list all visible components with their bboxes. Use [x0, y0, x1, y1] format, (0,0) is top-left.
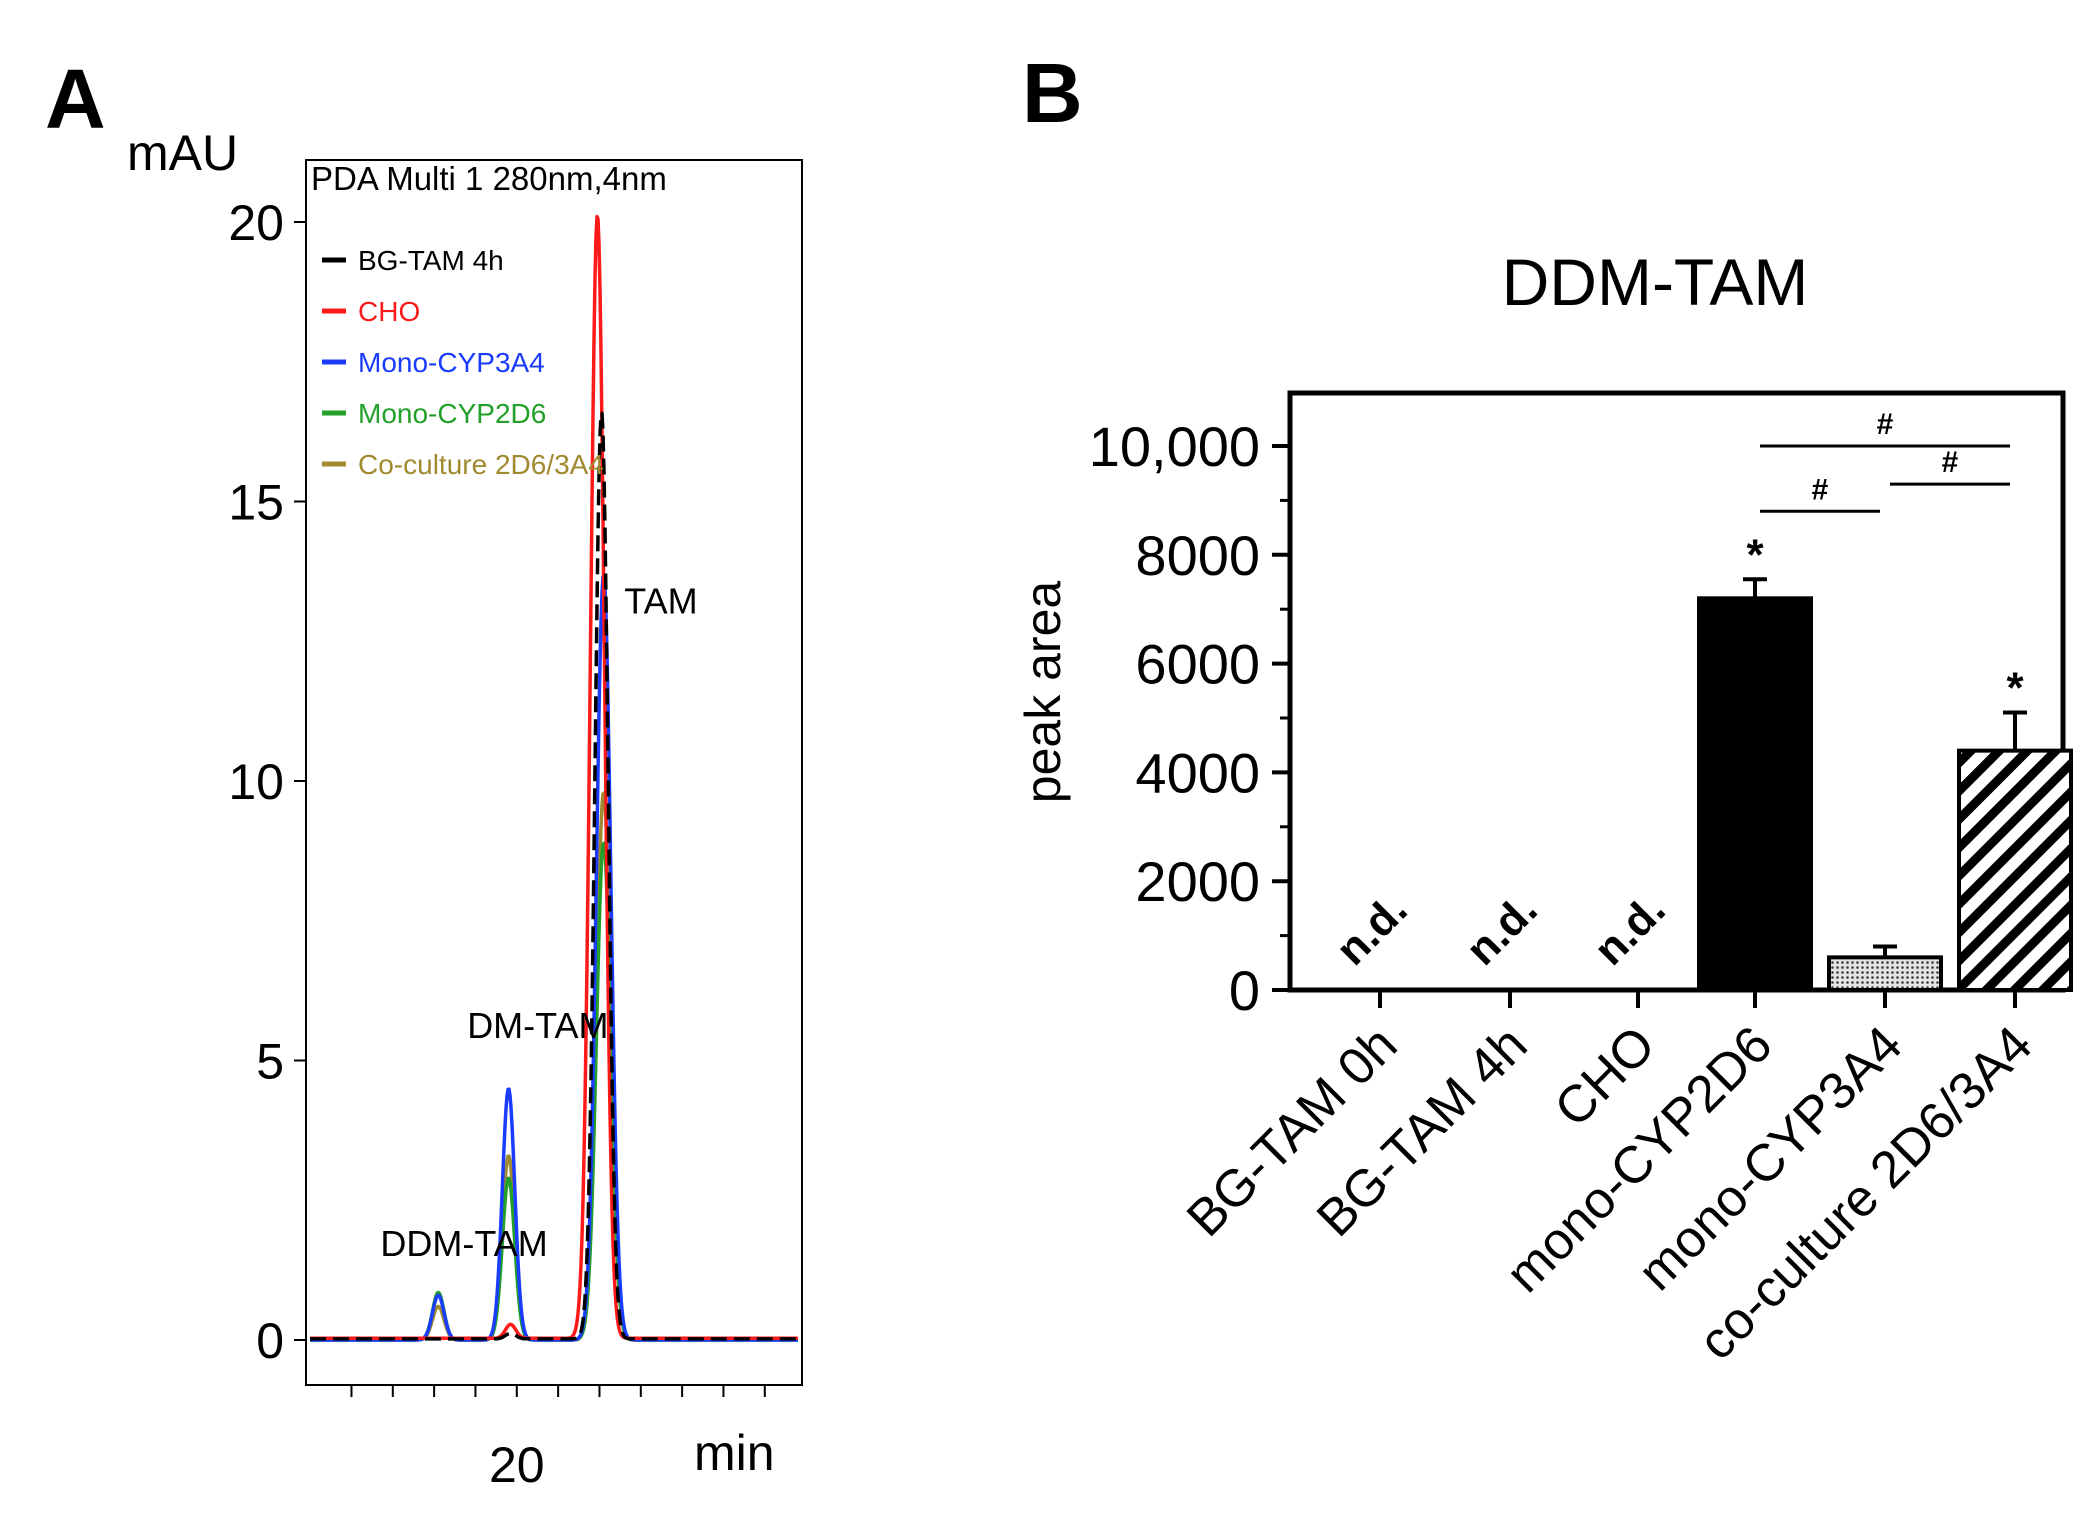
bar-mono-cyp2d6	[1697, 596, 1813, 992]
chromatogram-annotations: TAM DM-TAM DDM-TAM	[380, 580, 697, 1264]
peak-annotation: DM-TAM	[467, 1005, 608, 1046]
chromatogram-legend: BG-TAM 4h CHO Mono-CYP3A4 Mono-CYP2D6 Co-cul…	[322, 245, 604, 480]
legend-label: Co-culture 2D6/3A4	[358, 449, 604, 480]
nd-label: n.d.	[1585, 885, 1675, 975]
chromatogram-plot-frame	[305, 159, 803, 1386]
significance-star: *	[1746, 530, 1764, 579]
bar-mono-cyp3a4	[1827, 955, 1943, 992]
chromatogram-x-unit: min	[694, 1425, 775, 1481]
y-tick-label: 6000	[1135, 633, 1260, 696]
y-tick-label: 15	[228, 475, 284, 531]
legend-label: Mono-CYP3A4	[358, 347, 545, 378]
chromatogram-x-axis: 20	[350, 1385, 766, 1493]
nd-label: n.d.	[1327, 885, 1417, 975]
chromatogram-panel: PDA Multi 1 280nm,4nm mAU min 0 5 10 15 20 2…	[127, 125, 803, 1493]
y-tick-label: 8000	[1135, 524, 1260, 587]
bar-chart-significance: # # #	[1760, 408, 2010, 513]
y-tick-label: 20	[228, 195, 284, 251]
significance-hash: #	[1942, 446, 1959, 479]
y-tick-label: 10,000	[1089, 415, 1260, 478]
chromatogram-traces	[309, 214, 799, 1342]
y-tick-label: 10	[228, 754, 284, 810]
y-tick-label: 4000	[1135, 741, 1260, 804]
y-tick-label: 0	[256, 1313, 284, 1369]
bar-chart-y-axis: 0 2000 4000 6000 8000 10,000	[1089, 415, 1290, 1022]
panel-label-b: B	[1022, 46, 1083, 140]
legend-label: Mono-CYP2D6	[358, 398, 546, 429]
significance-hash: #	[1812, 473, 1829, 506]
bar-chart-title: DDM-TAM	[1502, 245, 1809, 319]
legend-label: BG-TAM 4h	[358, 245, 504, 276]
y-tick-label: 2000	[1135, 850, 1260, 913]
bar-chart-bars: n.d. n.d. n.d. * *	[1327, 530, 2073, 1008]
bar-co-culture-2d6-3a4	[1957, 748, 2073, 993]
trace-cho	[309, 214, 799, 1341]
significance-hash: #	[1877, 408, 1894, 441]
bar-chart-plot-frame	[1287, 390, 2066, 993]
panel-label-a: A	[45, 52, 106, 146]
trace-bg-tam-4h	[309, 411, 799, 1341]
chromatogram-subtitle: PDA Multi 1 280nm,4nm	[311, 160, 667, 197]
significance-star: *	[2006, 664, 2024, 713]
legend-label: CHO	[358, 296, 420, 327]
peak-annotation: DDM-TAM	[380, 1223, 547, 1264]
bar-chart-y-label: peak area	[1015, 581, 1071, 804]
chromatogram-y-unit: mAU	[127, 125, 238, 181]
bar-chart-panel: DDM-TAM peak area 0 2000 4000 6000 8000 10,00…	[1015, 245, 2073, 1371]
nd-label: n.d.	[1457, 885, 1547, 975]
y-tick-label: 0	[1229, 959, 1260, 1022]
trace-mono-cyp2d6	[309, 841, 799, 1342]
chromatogram-y-axis: 0 5 10 15 20	[228, 195, 306, 1369]
y-tick-label: 5	[256, 1034, 284, 1090]
x-tick-label: 20	[489, 1437, 545, 1493]
peak-annotation: TAM	[624, 580, 697, 621]
